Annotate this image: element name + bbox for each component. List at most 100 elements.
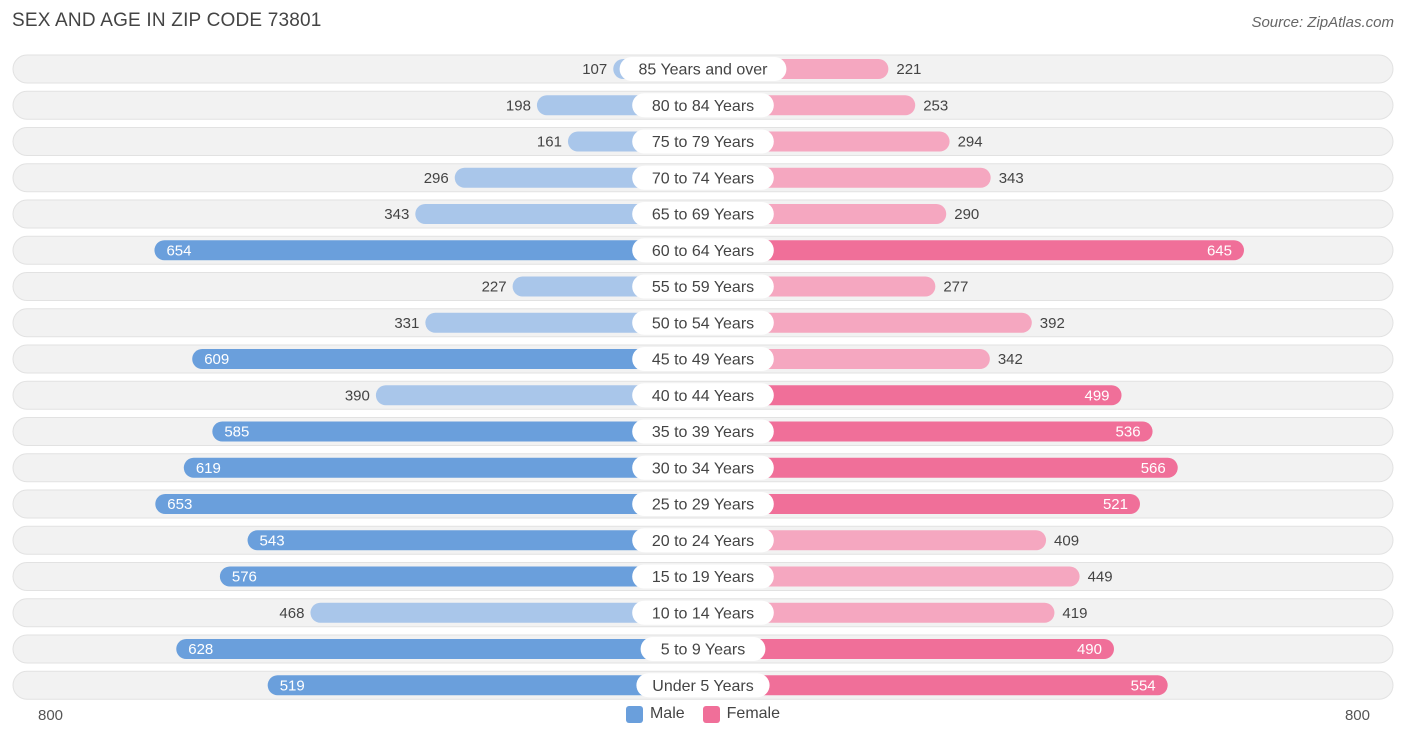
- male-value-label: 619: [196, 460, 221, 477]
- female-value-label: 419: [1062, 605, 1087, 622]
- population-pyramid-chart: 107 221 85 Years and over 198 253 80 to 84 Ye…: [12, 54, 1394, 700]
- female-bar: [703, 349, 990, 369]
- female-bar: [703, 675, 1168, 696]
- category-label: 30 to 34 Years: [652, 460, 754, 477]
- female-value-label: 253: [923, 97, 948, 114]
- category-label: 40 to 44 Years: [652, 388, 754, 405]
- female-bar: [703, 240, 1244, 261]
- category-label-background: [632, 129, 774, 154]
- female-bar: [703, 385, 1122, 406]
- female-bar: [703, 421, 1153, 442]
- legend-female-label: Female: [726, 705, 781, 722]
- male-bar: [219, 566, 703, 587]
- male-value-label: 390: [345, 387, 370, 404]
- male-value-label: 609: [204, 351, 229, 368]
- category-label: 85 Years and over: [639, 62, 769, 79]
- male-value-label: 543: [260, 532, 285, 549]
- female-value-label: 392: [1040, 315, 1065, 332]
- male-bar: [183, 457, 704, 478]
- female-value-label: 409: [1054, 532, 1079, 549]
- female-value-label: 499: [1085, 387, 1110, 404]
- female-bar: [703, 602, 1055, 623]
- male-value-label: 628: [188, 641, 213, 658]
- category-label-background: [619, 57, 787, 81]
- female-value-label: 277: [943, 279, 968, 296]
- category-label-background: [632, 165, 774, 190]
- category-label: 20 to 24 Years: [652, 533, 754, 550]
- category-label: 10 to 14 Years: [652, 605, 754, 622]
- male-value-label: 161: [537, 134, 562, 151]
- category-label-background: [636, 673, 770, 698]
- female-value-label: 343: [999, 170, 1024, 187]
- female-bar: [703, 566, 1080, 587]
- category-label: 75 to 79 Years: [652, 134, 754, 151]
- category-label: 15 to 19 Years: [652, 569, 754, 586]
- category-label: 45 to 49 Years: [652, 352, 754, 369]
- legend-item-female[interactable]: Female: [702, 705, 781, 723]
- male-value-label: 343: [384, 206, 409, 223]
- category-label-background: [632, 600, 774, 625]
- category-label: 50 to 54 Years: [652, 315, 754, 332]
- female-value-label: 290: [954, 206, 979, 223]
- female-value-label: 221: [896, 61, 921, 78]
- male-bar: [154, 240, 703, 261]
- category-label: 80 to 84 Years: [652, 98, 754, 115]
- male-value-label: 585: [224, 424, 249, 441]
- female-value-label: 566: [1141, 460, 1166, 477]
- category-label: 60 to 64 Years: [652, 243, 754, 260]
- female-value-label: 294: [958, 134, 983, 151]
- female-value-label: 342: [998, 351, 1023, 368]
- category-label-background: [632, 238, 774, 263]
- male-value-label: 331: [394, 315, 419, 332]
- category-label: 55 to 59 Years: [652, 279, 754, 296]
- category-label-background: [632, 274, 774, 299]
- female-bar: [703, 457, 1178, 478]
- category-label: Under 5 Years: [652, 678, 753, 695]
- category-label-background: [632, 383, 774, 408]
- female-bar: [703, 530, 1047, 551]
- category-label-background: [632, 93, 774, 118]
- axis-right-max-label: 800: [1344, 707, 1370, 724]
- male-value-label: 227: [482, 279, 507, 296]
- female-value-label: 554: [1131, 677, 1156, 694]
- male-bar: [155, 494, 703, 514]
- category-label-background: [640, 637, 766, 661]
- male-value-label: 107: [582, 61, 607, 78]
- category-label: 65 to 69 Years: [652, 207, 754, 224]
- male-value-label: 198: [506, 97, 531, 114]
- female-bar: [703, 167, 991, 188]
- axis-left-max-label: 800: [38, 707, 64, 724]
- female-value-label: 536: [1116, 424, 1141, 441]
- category-label: 5 to 9 Years: [661, 642, 746, 659]
- male-value-label: 519: [280, 677, 305, 694]
- female-value-label: 521: [1103, 496, 1128, 513]
- category-label-background: [632, 202, 774, 226]
- male-value-label: 576: [232, 569, 257, 586]
- category-label-background: [632, 564, 774, 589]
- category-label-background: [632, 310, 774, 335]
- female-bar: [703, 312, 1032, 333]
- category-label: 70 to 74 Years: [652, 170, 754, 187]
- female-value-label: 449: [1088, 569, 1113, 586]
- male-bar: [192, 349, 704, 369]
- chart-title: SEX AND AGE IN ZIP CODE 73801: [12, 10, 322, 31]
- female-bar: [703, 639, 1114, 659]
- male-bar: [310, 602, 703, 623]
- male-bar: [415, 204, 703, 224]
- male-value-label: 653: [167, 496, 192, 513]
- category-label-background: [632, 455, 774, 480]
- category-label-background: [632, 419, 774, 444]
- male-bar: [176, 639, 703, 659]
- legend: Male Female: [0, 705, 1406, 723]
- male-bar: [267, 675, 703, 696]
- male-bar: [375, 385, 703, 406]
- legend-male-label: Male: [649, 705, 685, 722]
- category-label-background: [632, 492, 774, 516]
- female-value-label: 490: [1077, 641, 1102, 658]
- category-label-background: [632, 528, 774, 553]
- category-label-background: [632, 347, 774, 371]
- legend-item-male[interactable]: Male: [625, 705, 685, 723]
- male-bar: [247, 530, 703, 551]
- male-swatch-icon: [625, 705, 643, 723]
- female-bar: [703, 494, 1140, 514]
